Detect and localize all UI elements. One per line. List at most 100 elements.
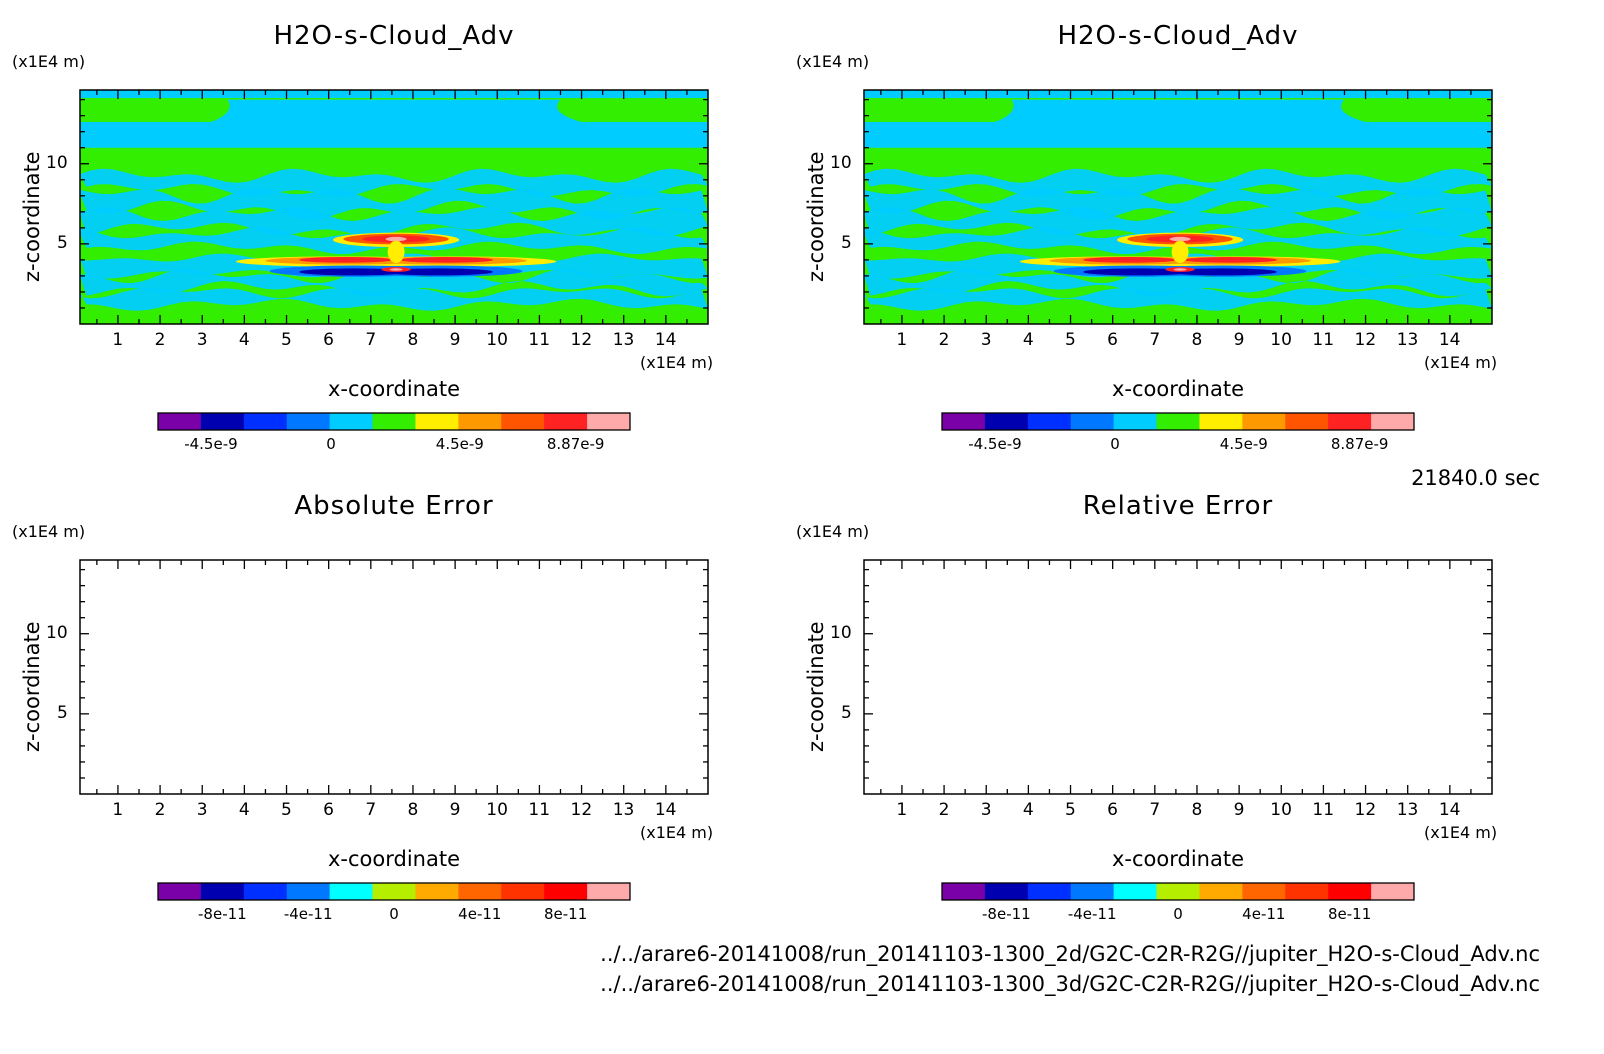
x-tick-label: 5 (1065, 330, 1076, 350)
colorbar-swatch (984, 413, 1029, 430)
colorbar-swatch (1156, 883, 1200, 900)
x-tick-label: 11 (1312, 330, 1335, 350)
x-axis-label: x-coordinate (1111, 847, 1245, 871)
x-tick-label: 13 (1396, 800, 1419, 820)
panel-3 (79, 559, 709, 901)
colorbar-swatch (1328, 413, 1372, 430)
plot-frame (863, 559, 1493, 795)
colorbar-tick-label: 8.87e-9 (1330, 435, 1389, 453)
x-tick-label: 2 (938, 330, 950, 350)
time-label: 21840.0 sec (1411, 466, 1540, 490)
panel-4 (863, 559, 1493, 901)
x-tick-label: 8 (407, 800, 419, 820)
x-tick-label: 7 (365, 800, 377, 820)
colorbar-swatch (329, 413, 374, 430)
x-tick-label: 14 (1438, 800, 1461, 820)
y-tick-label: 5 (57, 702, 68, 723)
colorbar-tick-label: -4.5e-9 (968, 435, 1022, 453)
x-tick-label: 10 (486, 330, 508, 350)
contour-band-upper (80, 99, 708, 148)
colorbar-tick-label: 4.5e-9 (435, 435, 484, 453)
colorbar-swatch (942, 883, 986, 900)
y-unit-label: (x1E4 m) (796, 52, 870, 71)
x-unit-label: (x1E4 m) (640, 353, 714, 372)
x-tick-label: 1 (896, 330, 908, 350)
contour-lobe-17 (389, 268, 403, 271)
x-tick-label: 10 (1270, 330, 1292, 350)
colorbar-swatch (587, 413, 631, 430)
plot-area-empty (80, 560, 708, 794)
x-tick-label: 4 (1022, 800, 1034, 820)
colorbar-swatch (458, 883, 502, 900)
colorbar-swatch (1242, 413, 1286, 430)
colorbar-tick-label: 0 (1110, 435, 1120, 453)
contour-lobe-15 (387, 240, 405, 264)
x-tick-label: 14 (654, 330, 677, 350)
colorbar-swatch (1027, 413, 1072, 430)
colorbar-swatch (544, 883, 588, 900)
colorbar-swatch (200, 413, 245, 430)
colorbar-swatch (372, 413, 416, 430)
contour-field (80, 90, 708, 324)
colorbar-swatch (1328, 883, 1372, 900)
contour-lobe-9 (1083, 268, 1193, 276)
x-tick-label: 3 (980, 330, 992, 350)
colorbar-tick-label: 8e-11 (1327, 905, 1372, 923)
file-path-3d: ../../arare6-20141008/run_20141103-1300_… (600, 972, 1540, 996)
x-tick-label: 6 (1107, 330, 1118, 350)
contour-lobe-5 (1083, 257, 1176, 263)
contour-lobe-9 (299, 268, 409, 276)
x-tick-label: 1 (112, 800, 124, 820)
colorbar-tick-label: 4e-11 (458, 905, 502, 923)
colorbar-tick-label: 8e-11 (543, 905, 588, 923)
colorbar-swatch (1199, 883, 1243, 900)
x-tick-label: 3 (196, 330, 208, 350)
contour-band-top (864, 90, 1492, 99)
x-tick-label: 5 (281, 330, 292, 350)
panel-1 (79, 89, 709, 431)
contour-lobe-14 (385, 236, 407, 242)
contour-band-mid-5 (864, 253, 1492, 279)
x-unit-label: (x1E4 m) (640, 823, 714, 842)
colorbar-swatch (200, 883, 245, 900)
x-axis-label: x-coordinate (1111, 377, 1245, 401)
colorbar-swatch (1285, 883, 1329, 900)
colorbar-frame (941, 882, 1415, 901)
x-tick-label: 6 (323, 800, 334, 820)
y-tick-label: 5 (841, 232, 852, 253)
x-tick-label: 3 (980, 800, 992, 820)
panel-title: H2O-s-Cloud_Adv (1057, 21, 1299, 51)
contour-lobe-17 (1173, 268, 1187, 271)
colorbar-swatch (942, 413, 986, 430)
colorbar-tick-label: 0 (326, 435, 336, 453)
y-unit-label: (x1E4 m) (796, 522, 870, 541)
colorbar-swatch (243, 883, 288, 900)
file-path-2d: ../../arare6-20141008/run_20141103-1300_… (600, 942, 1540, 966)
colorbar-tick-label: -8e-11 (198, 905, 247, 923)
x-tick-label: 7 (1149, 330, 1161, 350)
x-tick-label: 1 (112, 330, 124, 350)
x-tick-label: 14 (1438, 330, 1461, 350)
colorbar-swatch (1156, 413, 1200, 430)
colorbar-swatch (458, 413, 502, 430)
x-tick-label: 8 (1191, 330, 1203, 350)
colorbar-tick-label: -4e-11 (1067, 905, 1117, 923)
y-unit-label: (x1E4 m) (12, 52, 86, 71)
contour-band-mid-2 (864, 188, 1492, 220)
x-tick-label: 2 (938, 800, 950, 820)
x-tick-label: 12 (570, 800, 593, 820)
contour-lobe-10 (383, 268, 494, 276)
plot-frame (79, 89, 709, 325)
contour-lobe-15 (1171, 240, 1189, 264)
colorbar-swatch (1070, 883, 1115, 900)
x-tick-label: 12 (1354, 800, 1377, 820)
colorbar-tick-label: -8e-11 (982, 905, 1031, 923)
x-tick-label: 4 (238, 330, 250, 350)
colorbar-swatch (1113, 413, 1158, 430)
contour-band-mid-3 (80, 207, 708, 237)
plot-area-empty (864, 560, 1492, 794)
x-tick-label: 2 (154, 800, 166, 820)
colorbar-swatch (1242, 883, 1286, 900)
colorbar-swatch (501, 413, 545, 430)
